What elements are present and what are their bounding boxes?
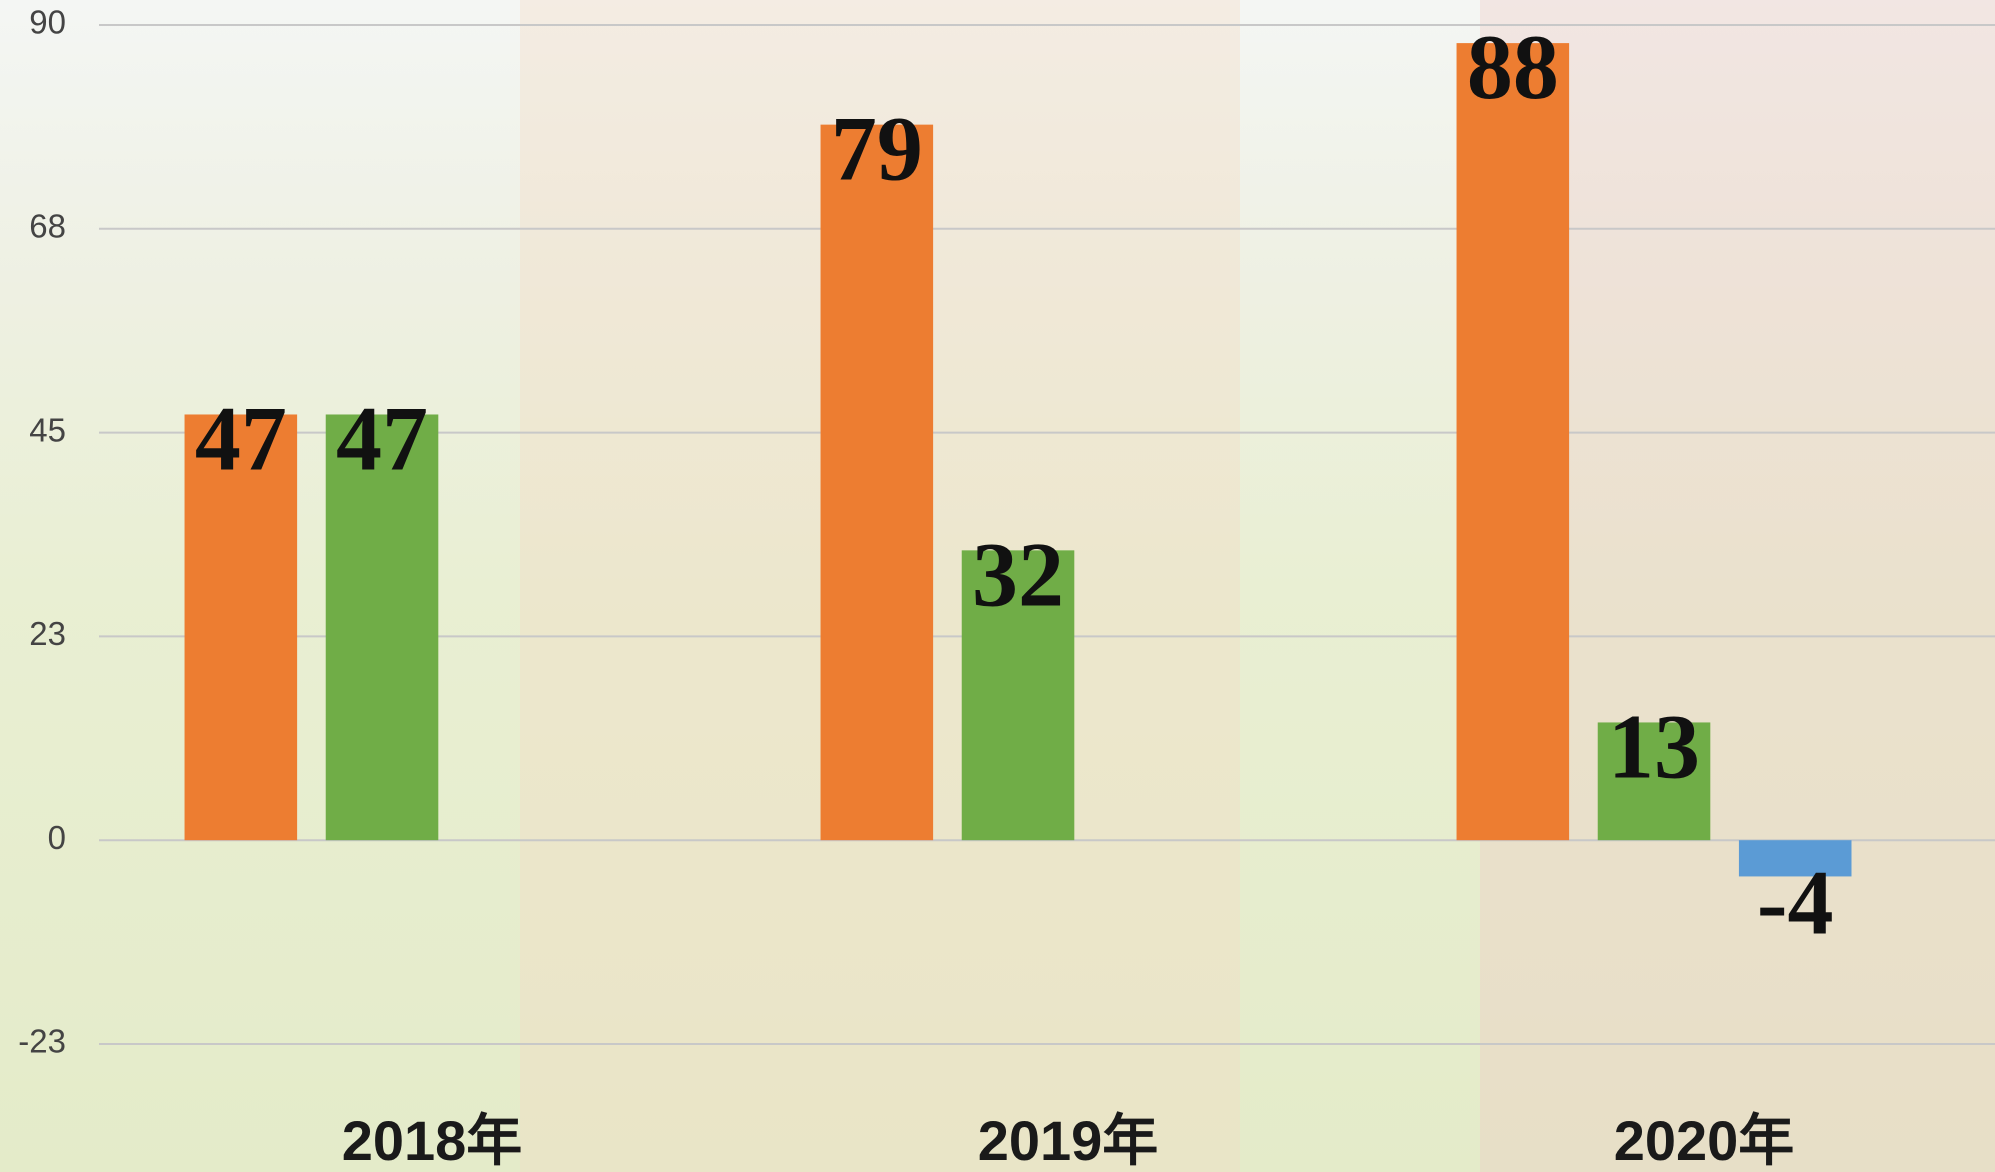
- value-label: 47: [195, 388, 287, 490]
- y-tick-label: 45: [29, 411, 66, 448]
- y-tick-label: 23: [29, 615, 66, 652]
- chart: -23 0 23 45 68 90 47 47 2018年 79 32 2019年 88 13 -4 2020…: [0, 0, 1995, 1172]
- y-tick-label: 68: [29, 208, 66, 245]
- y-tick-label: -23: [18, 1023, 66, 1060]
- y-tick-label: 0: [48, 819, 66, 856]
- x-tick-label: 2020年: [1614, 1109, 1795, 1172]
- x-tick-label: 2018年: [342, 1109, 523, 1172]
- value-label: 32: [972, 523, 1064, 625]
- value-label: 79: [831, 98, 923, 200]
- value-label: 88: [1467, 16, 1559, 118]
- value-label: 47: [336, 388, 428, 490]
- bar: [1457, 43, 1570, 840]
- value-label: 13: [1608, 696, 1700, 798]
- bar: [821, 125, 934, 841]
- value-label: -4: [1757, 852, 1834, 954]
- y-tick-label: 90: [29, 4, 66, 41]
- page: -23 0 23 45 68 90 47 47 2018年 79 32 2019年 88 13 -4 2020…: [0, 0, 1995, 1172]
- x-tick-label: 2019年: [978, 1109, 1159, 1172]
